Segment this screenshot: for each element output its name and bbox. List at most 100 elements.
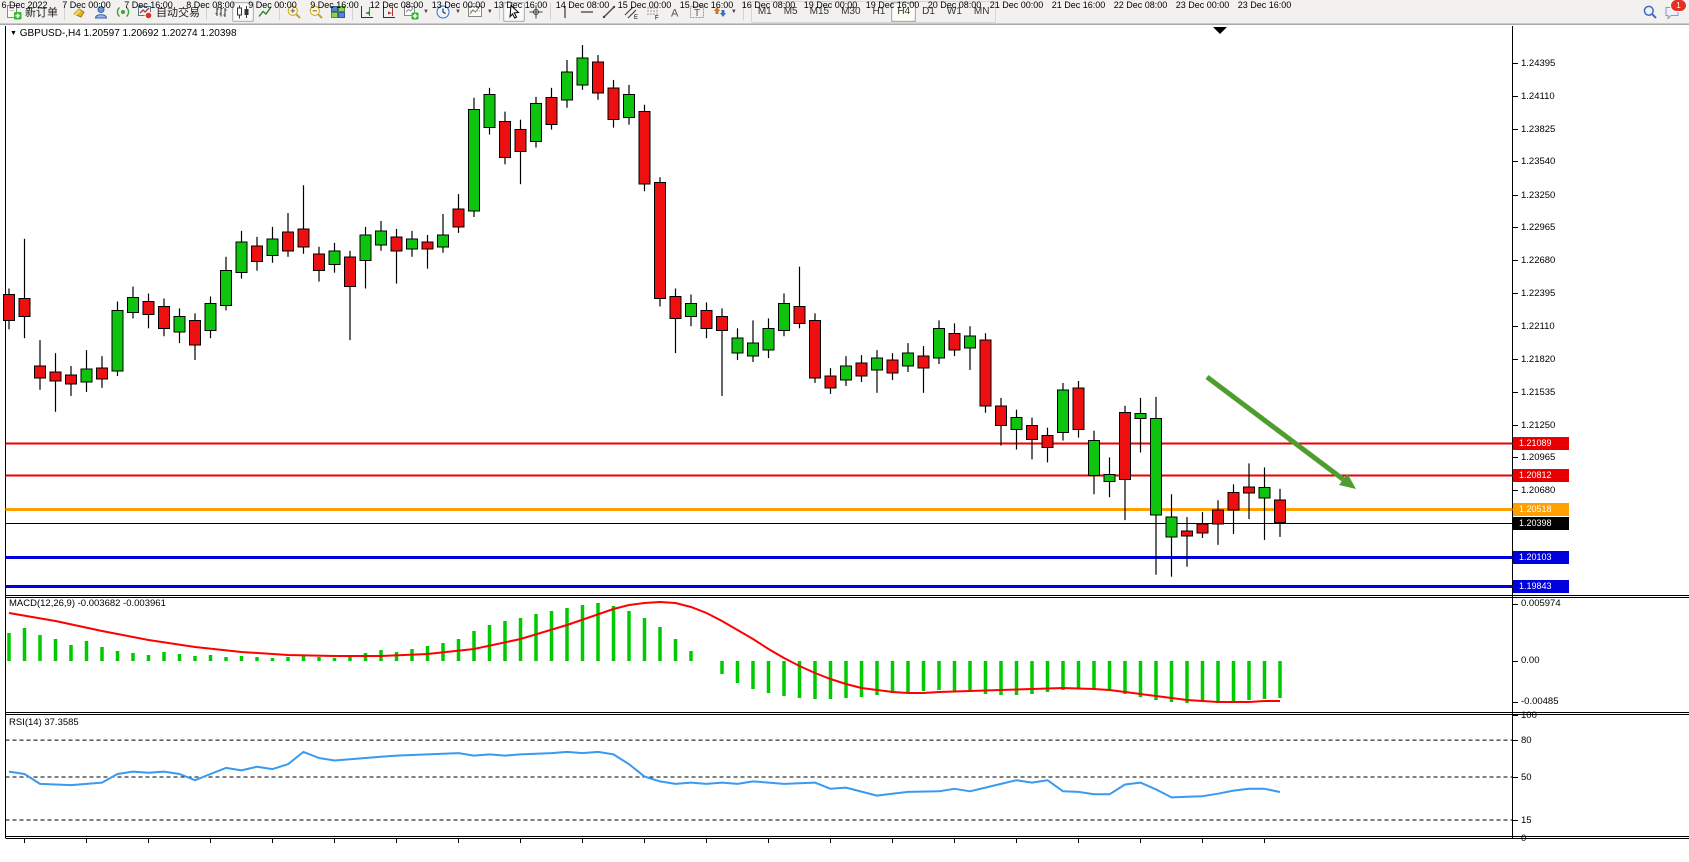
zoom-in-icon: [286, 4, 302, 20]
tile-windows-button[interactable]: [327, 2, 349, 22]
candle: [266, 238, 279, 257]
channel-icon: E: [623, 4, 639, 20]
arrows-button[interactable]: ▼: [708, 2, 740, 22]
candle: [142, 301, 155, 315]
candle: [948, 332, 961, 351]
price-badge-1.21089: 1.21089: [1513, 436, 1569, 450]
signal-button[interactable]: [112, 2, 134, 22]
candle: [607, 87, 620, 121]
toolbar-separator: [742, 3, 744, 20]
candle: [1150, 418, 1162, 516]
autotrade-button[interactable]: 自动交易: [134, 2, 203, 22]
toolbar-separator: [498, 3, 500, 20]
broadcast-icon: [115, 4, 131, 20]
new-order-label: 新订单: [25, 6, 58, 19]
candle: [530, 103, 542, 143]
horizontal-line-button[interactable]: [576, 2, 598, 22]
candle: [1212, 509, 1224, 525]
fibonacci-button[interactable]: F: [642, 2, 664, 22]
zoom-in-button[interactable]: [283, 2, 305, 22]
market-watch-button[interactable]: [68, 2, 90, 22]
cursor-button[interactable]: [502, 1, 525, 22]
tf-button-m30[interactable]: M30: [841, 6, 861, 17]
candle: [979, 339, 992, 407]
auto-scroll-button[interactable]: [356, 2, 378, 22]
period-button[interactable]: ▼: [432, 2, 464, 22]
candle: [390, 236, 403, 252]
time-axis-label: 19 Dec 16:00: [865, 0, 920, 10]
tf-button-h4[interactable]: H4: [891, 1, 917, 22]
profile-button[interactable]: [90, 2, 112, 22]
time-axis-label: 13 Dec 00:00: [431, 0, 486, 10]
text-button[interactable]: A: [664, 2, 686, 22]
price-badge-1.20518: 1.20518: [1513, 502, 1569, 516]
macd-signal-line: [8, 600, 1280, 703]
macd-axis-label: -0.00485: [1521, 696, 1559, 707]
tf-button-mn[interactable]: MN: [973, 6, 990, 17]
candle: [127, 296, 139, 313]
new-order-button[interactable]: 新订单: [3, 2, 61, 22]
candle: [514, 129, 527, 152]
candle: [902, 352, 914, 367]
tf-button-w1[interactable]: W1: [946, 6, 962, 17]
auto-scroll-icon: [359, 4, 375, 20]
candle: [1041, 435, 1054, 449]
text-label-icon: T: [689, 4, 705, 20]
time-axis-label: 21 Dec 00:00: [989, 0, 1044, 10]
crosshair-button[interactable]: [525, 2, 547, 22]
candle: [359, 234, 372, 262]
tf-button-m1[interactable]: M1: [757, 6, 772, 17]
candle: [34, 365, 46, 379]
time-axis-label: 15 Dec 00:00: [617, 0, 672, 10]
text-label-button[interactable]: T: [686, 2, 708, 22]
template-button[interactable]: ▼: [464, 2, 496, 22]
gold-box-icon: [71, 4, 87, 20]
candle: [561, 71, 573, 101]
candle: [545, 97, 558, 126]
candle: [18, 298, 31, 317]
price-tick-label: 1.22110: [1521, 320, 1555, 332]
candle: [1119, 412, 1131, 480]
time-axis-label: 8 Dec 08:00: [186, 0, 235, 10]
chart-shift-button[interactable]: [378, 2, 400, 22]
line-chart-button[interactable]: [254, 2, 276, 22]
tf-button-d1[interactable]: D1: [922, 6, 935, 17]
vertical-line-button[interactable]: [554, 2, 576, 22]
toolbar-separator: [279, 3, 280, 20]
candle: [189, 319, 201, 346]
line-chart-icon: [257, 4, 273, 20]
channel-button[interactable]: E: [620, 2, 642, 22]
candle: [731, 337, 744, 354]
candle: [1258, 487, 1271, 499]
toolbar: 新订单 自动交易 ▼ ▼ ▼ E F A T ▼: [0, 0, 1689, 24]
candle: [1227, 491, 1240, 511]
time-axis-label: 9 Dec 16:00: [310, 0, 359, 10]
new-order-icon: [6, 4, 22, 20]
candlestick-chart-button[interactable]: [232, 1, 254, 22]
candle: [235, 241, 248, 274]
tf-button-m5[interactable]: M5: [783, 6, 798, 17]
svg-text:F: F: [655, 15, 659, 20]
symbol-dropdown-icon[interactable]: ▼: [10, 30, 17, 37]
new-chart-button[interactable]: ▼: [400, 2, 432, 22]
candle: [1181, 530, 1193, 537]
bar-chart-button[interactable]: [210, 2, 232, 22]
time-axis-label: 7 Dec 00:00: [62, 0, 111, 10]
trendline-button[interactable]: [598, 2, 620, 22]
crosshair-icon: [528, 4, 544, 20]
notifications-button[interactable]: 1: [1661, 0, 1687, 22]
tf-button-m15[interactable]: M15: [809, 6, 830, 17]
candle: [995, 405, 1007, 427]
zoom-out-button[interactable]: [305, 2, 327, 22]
search-button[interactable]: [1639, 2, 1661, 22]
candle: [220, 270, 232, 306]
rsi-axis-label: 15: [1521, 814, 1532, 826]
candle: [716, 315, 728, 331]
tf-button-h1[interactable]: H1: [872, 6, 886, 17]
candle: [1010, 417, 1023, 431]
candle: [375, 230, 387, 246]
candle: [638, 111, 651, 185]
price-badge-1.19843: 1.19843: [1513, 579, 1569, 593]
time-axis-label: 12 Dec 08:00: [369, 0, 424, 10]
